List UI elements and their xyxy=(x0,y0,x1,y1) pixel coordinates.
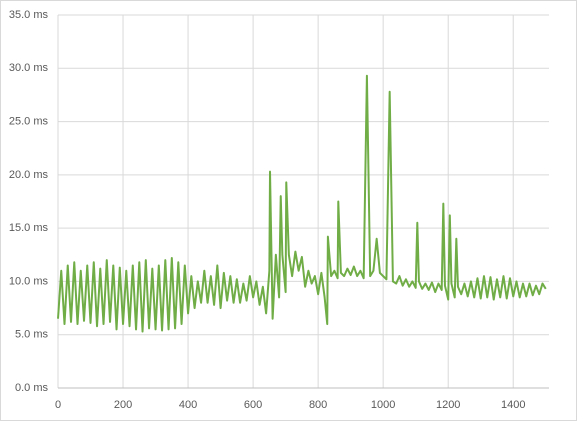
x-tick-label: 0 xyxy=(55,399,61,411)
x-tick-label: 1400 xyxy=(501,399,525,411)
y-tick-label: 30.0 ms xyxy=(9,62,49,74)
y-tick-label: 25.0 ms xyxy=(9,115,49,127)
y-tick-label: 5.0 ms xyxy=(15,329,49,341)
x-tick-label: 600 xyxy=(244,399,262,411)
y-tick-label: 0.0 ms xyxy=(15,382,49,394)
x-tick-label: 1200 xyxy=(436,399,460,411)
y-tick-label: 20.0 ms xyxy=(9,169,49,181)
x-tick-label: 200 xyxy=(114,399,132,411)
x-tick-label: 800 xyxy=(309,399,327,411)
x-tick-label: 400 xyxy=(179,399,197,411)
y-tick-label: 10.0 ms xyxy=(9,275,49,287)
x-tick-label: 1000 xyxy=(371,399,395,411)
y-tick-label: 15.0 ms xyxy=(9,222,49,234)
data-line xyxy=(57,74,547,333)
y-tick-label: 35.0 ms xyxy=(9,9,49,21)
